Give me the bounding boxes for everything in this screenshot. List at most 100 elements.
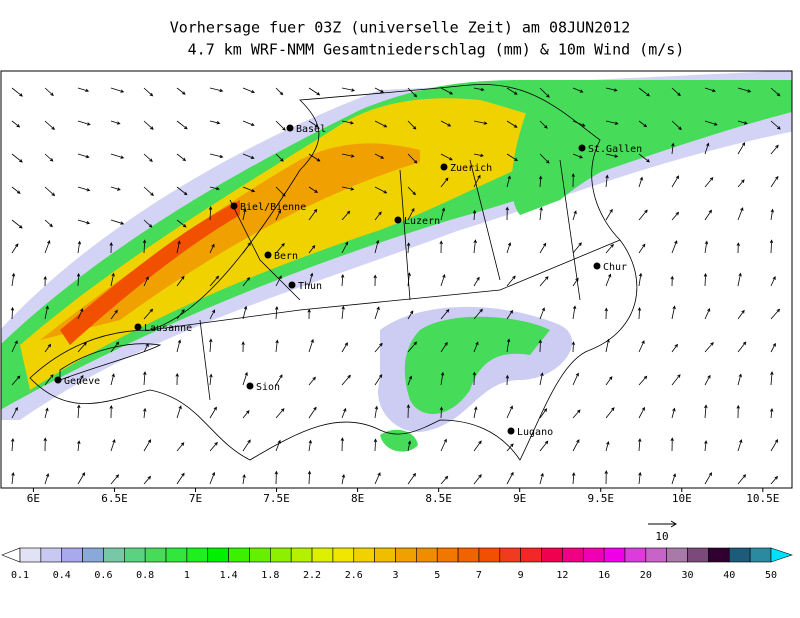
x-tick-label: 6E [27,492,40,505]
wind-arrow [671,87,681,97]
city-marker [593,262,601,270]
wind-arrow [770,371,774,386]
wind-arrow [209,120,221,125]
wind-arrow [407,207,415,221]
city-marker [134,323,142,331]
colorbar-label: 30 [682,570,694,581]
wind-arrow [770,308,781,320]
wind-arrow [506,242,512,254]
wind-arrow [77,120,91,126]
wind-arrow [275,153,284,162]
colorbar-box [749,547,772,563]
wind-arrow [571,341,576,353]
wind-arrow [572,409,581,419]
wind-arrow [77,404,81,419]
x-tick-label: 10.5E [746,492,779,505]
colorbar-box [103,547,125,563]
wind-arrow [341,153,355,158]
wind-arrow [604,470,608,485]
wind-arrow [440,207,446,221]
wind-arrow [308,153,321,162]
wind-arrow [670,275,674,287]
colorbar-box [645,547,667,563]
wind-arrow [341,342,348,353]
wind-arrow [241,341,245,353]
wind-arrow [638,471,642,485]
wind-arrow [704,142,710,155]
wind-arrow [44,120,56,131]
wind-arrow [373,438,378,452]
city-label: Basel [296,124,326,135]
wind-arrow [11,406,18,419]
wind-arrow [572,210,577,221]
city-marker [394,216,402,224]
wind-arrow [275,306,279,320]
wind-arrow [539,206,543,221]
wind-arrow [604,307,608,320]
wind-arrow [770,407,774,419]
wind-arrow [44,305,49,320]
wind-arrow [176,442,185,452]
wind-arrow [77,219,91,225]
wind-arrow [308,439,312,452]
wind-arrow [77,240,82,254]
wind-arrow [506,471,514,485]
wind-arrow [275,120,286,131]
colorbar-box [19,547,42,563]
wind-arrow [473,174,481,188]
colorbar-label: 1.8 [261,570,279,581]
wind-arrow [176,120,188,130]
wind-arrow [143,475,152,485]
wind-arrow [242,371,248,386]
wind-arrow [175,372,179,386]
wind-arrow [143,120,154,130]
wind-arrow [308,406,317,419]
wind-reference-label: 10 [655,530,668,543]
colorbar-box [374,547,396,563]
wind-arrow [308,87,321,96]
wind-arrow [737,142,746,155]
wind-arrow [670,437,674,452]
colorbar-box [82,547,104,563]
colorbar-label: 1.4 [220,570,238,581]
city-label: Zuerich [450,163,492,174]
wind-arrow [539,472,544,485]
wind-arrow [11,437,15,452]
wind-arrow [374,374,383,386]
wind-arrow [473,153,484,158]
wind-arrow [77,374,84,386]
wind-arrow [374,342,383,353]
wind-arrow [770,175,779,188]
wind-arrow [275,275,282,287]
wind-arrow [605,376,613,386]
colorbar-label: 2.6 [345,570,363,581]
wind-arrow [472,209,477,221]
wind-arrow [275,209,282,221]
wind-arrow [505,374,510,386]
colorbar-box [353,547,375,563]
wind-arrow [704,307,711,320]
wind-arrow [11,87,23,97]
wind-arrow [571,173,575,188]
wind-arrow [209,153,224,159]
wind-arrow [44,153,54,162]
colorbar-label: 20 [640,570,652,581]
wind-arrow [11,219,23,229]
wind-arrow [605,273,612,287]
wind-arrow [737,309,745,320]
wind-arrow [308,272,314,287]
wind-arrow [307,308,311,320]
wind-arrow [242,153,255,159]
colorbar-box [124,547,146,563]
city-marker [507,427,515,435]
wind-arrow [736,404,740,419]
wind-arrow [374,239,380,254]
wind-arrow [242,410,250,419]
wind-reference-head [670,520,677,528]
wind-arrow [407,341,418,353]
wind-arrow [637,306,642,320]
x-tick-label: 6.5E [101,492,128,505]
wind-arrow [374,211,382,221]
wind-arrow [605,87,618,92]
